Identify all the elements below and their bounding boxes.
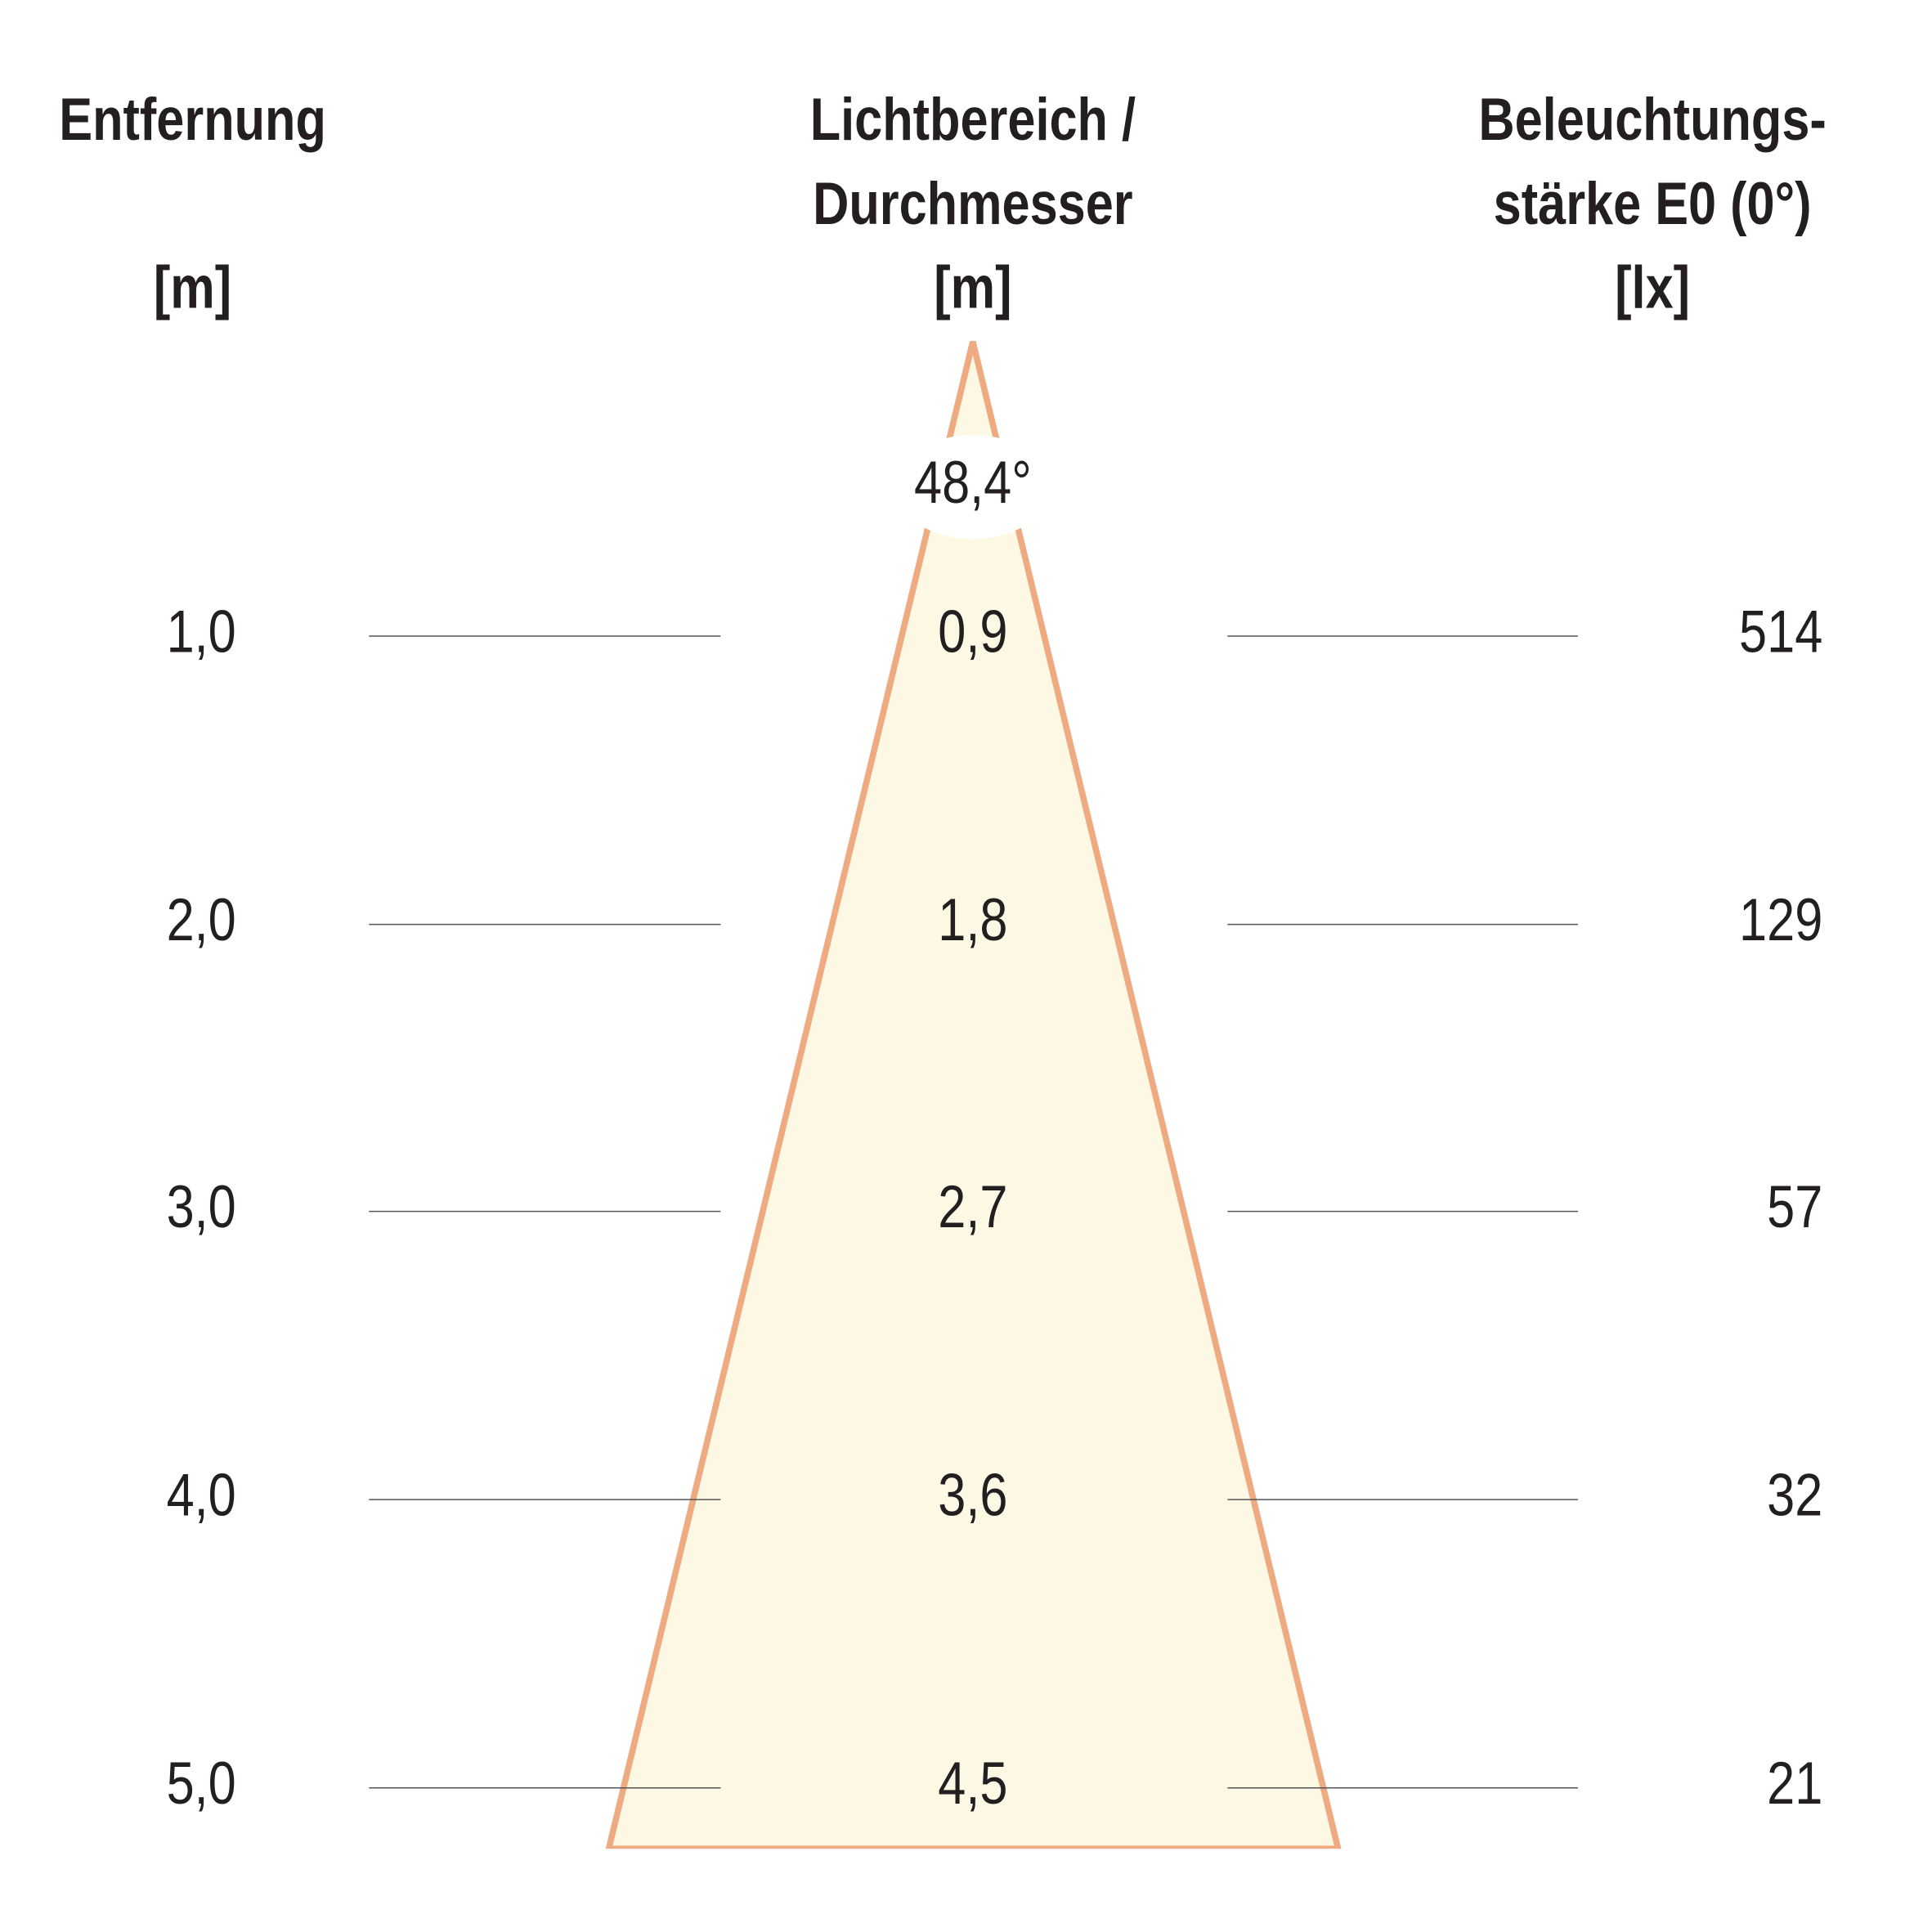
header-text: Entfernung — [59, 87, 326, 153]
illuminance: 514 — [1739, 598, 1822, 665]
illuminance: 21 — [1767, 1750, 1822, 1817]
cone-cut — [584, 1849, 1379, 1874]
header-text: [m] — [154, 254, 231, 321]
diameter: 2,7 — [938, 1174, 1007, 1240]
distance: 1,0 — [167, 598, 236, 665]
diameter: 4,5 — [938, 1750, 1007, 1817]
header-text: Beleuchtungs- — [1478, 87, 1826, 153]
illuminance: 57 — [1767, 1174, 1822, 1240]
beam-angle: 48,4° — [914, 450, 1032, 516]
angle-background — [895, 434, 1051, 540]
header-text: [lx] — [1615, 254, 1690, 321]
illuminance: 129 — [1739, 887, 1822, 953]
header-text: Lichtbereich / — [810, 87, 1136, 153]
diameter: 3,6 — [938, 1462, 1007, 1528]
light-cone — [604, 340, 1343, 1852]
distance: 2,0 — [167, 887, 236, 953]
distance: 5,0 — [167, 1750, 236, 1817]
header-text: [m] — [934, 254, 1011, 321]
diameter: 1,8 — [938, 887, 1007, 953]
diameter: 0,9 — [938, 598, 1007, 665]
header-text: stärke E0 (0°) — [1494, 171, 1812, 237]
illuminance: 32 — [1767, 1462, 1822, 1528]
distance: 4,0 — [167, 1462, 236, 1528]
header-text: Durchmesser — [813, 171, 1133, 237]
distance: 3,0 — [167, 1174, 236, 1240]
